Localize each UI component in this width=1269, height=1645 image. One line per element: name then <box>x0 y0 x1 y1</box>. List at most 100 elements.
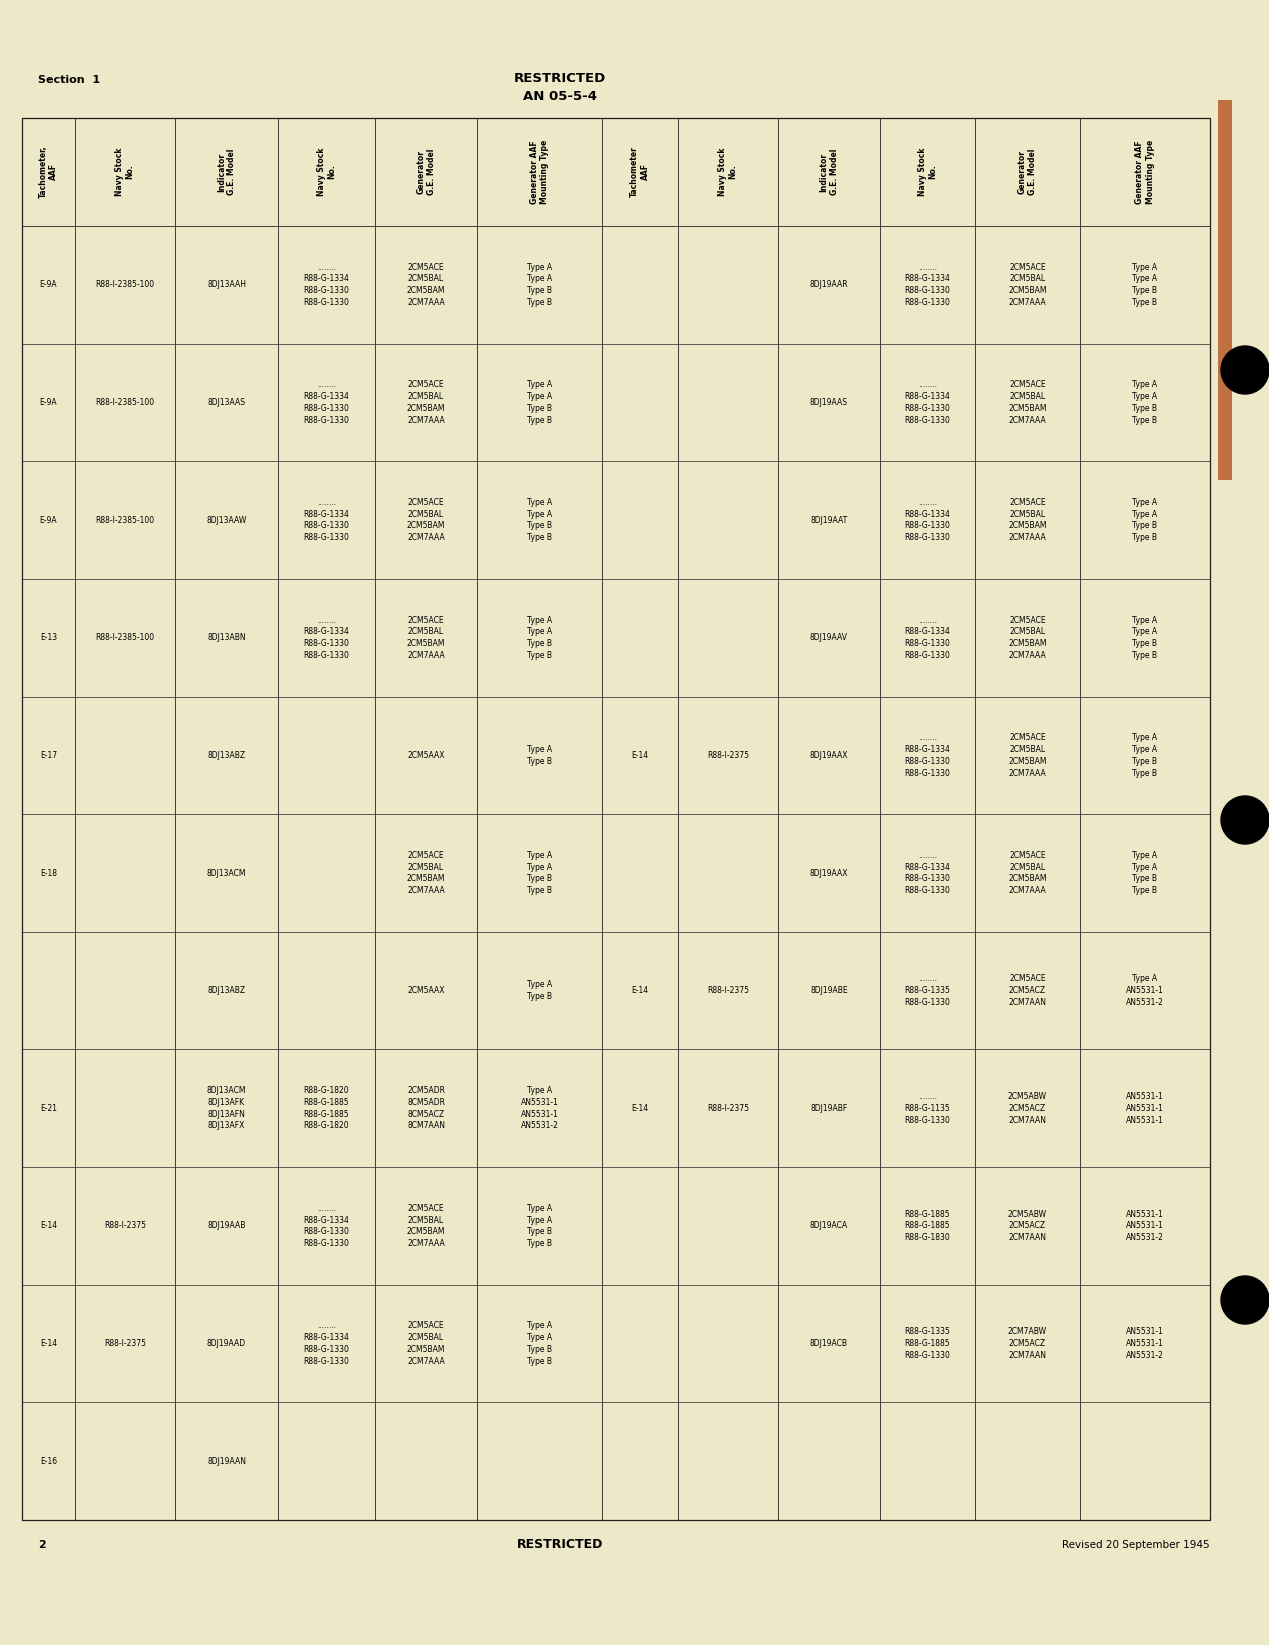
Text: R88-I-2375: R88-I-2375 <box>104 1221 146 1230</box>
Text: 8DJ13ABZ: 8DJ13ABZ <box>207 985 246 995</box>
Text: ........
R88-G-1334
R88-G-1330
R88-G-1330: ........ R88-G-1334 R88-G-1330 R88-G-133… <box>905 615 950 660</box>
Text: 2CM5AAX: 2CM5AAX <box>407 985 444 995</box>
Text: E-14: E-14 <box>39 1339 57 1347</box>
Text: 8DJ13ACM
8DJ13AFK
8DJ13AFN
8DJ13AFX: 8DJ13ACM 8DJ13AFK 8DJ13AFN 8DJ13AFX <box>207 1086 246 1130</box>
Text: R88-I-2375: R88-I-2375 <box>707 1104 749 1112</box>
Text: E-16: E-16 <box>39 1457 57 1466</box>
Text: 2CM5ACE
2CM5BAL
2CM5BAM
2CM7AAA: 2CM5ACE 2CM5BAL 2CM5BAM 2CM7AAA <box>407 1204 445 1249</box>
Text: 2CM5ABW
2CM5ACZ
2CM7AAN: 2CM5ABW 2CM5ACZ 2CM7AAN <box>1008 1209 1047 1242</box>
Bar <box>1218 100 1232 480</box>
Text: R88-I-2385-100: R88-I-2385-100 <box>95 633 155 642</box>
Text: R88-G-1885
R88-G-1885
R88-G-1830: R88-G-1885 R88-G-1885 R88-G-1830 <box>905 1209 950 1242</box>
Text: E-14: E-14 <box>632 985 648 995</box>
Text: 8DJ13AAS: 8DJ13AAS <box>208 398 245 406</box>
Text: E-9A: E-9A <box>39 398 57 406</box>
Text: R88-I-2385-100: R88-I-2385-100 <box>95 398 155 406</box>
Text: E-9A: E-9A <box>39 515 57 525</box>
Text: ........
R88-G-1334
R88-G-1330
R88-G-1330: ........ R88-G-1334 R88-G-1330 R88-G-133… <box>905 380 950 424</box>
Text: Type A
Type A
Type B
Type B: Type A Type A Type B Type B <box>527 263 552 308</box>
Text: Type A
Type A
Type B
Type B: Type A Type A Type B Type B <box>1132 380 1157 424</box>
Text: R88-I-2375: R88-I-2375 <box>707 750 749 760</box>
Text: ........
R88-G-1334
R88-G-1330
R88-G-1330: ........ R88-G-1334 R88-G-1330 R88-G-133… <box>303 263 349 308</box>
Text: 2CM5ACE
2CM5BAL
2CM5BAM
2CM7AAA: 2CM5ACE 2CM5BAL 2CM5BAM 2CM7AAA <box>407 380 445 424</box>
Text: Type A
Type A
Type B
Type B: Type A Type A Type B Type B <box>1132 734 1157 778</box>
Text: RESTRICTED: RESTRICTED <box>514 71 607 84</box>
Text: ........
R88-G-1334
R88-G-1330
R88-G-1330: ........ R88-G-1334 R88-G-1330 R88-G-133… <box>303 498 349 543</box>
Text: Generator AAF
Mounting Type: Generator AAF Mounting Type <box>529 140 549 204</box>
Text: Type A
Type A
Type B
Type B: Type A Type A Type B Type B <box>527 1204 552 1249</box>
Text: 8DJ13ACM: 8DJ13ACM <box>207 869 246 877</box>
Text: R88-I-2375: R88-I-2375 <box>707 985 749 995</box>
Text: Indicator
G.E. Model: Indicator G.E. Model <box>820 148 839 196</box>
Text: Type A
Type A
Type B
Type B: Type A Type A Type B Type B <box>527 1321 552 1365</box>
Text: 8DJ19AAX: 8DJ19AAX <box>810 750 848 760</box>
Text: R88-I-2375: R88-I-2375 <box>104 1339 146 1347</box>
Text: Indicator
G.E. Model: Indicator G.E. Model <box>217 148 236 196</box>
Text: ........
R88-G-1334
R88-G-1330
R88-G-1330: ........ R88-G-1334 R88-G-1330 R88-G-133… <box>303 1204 349 1249</box>
Text: 2CM5ADR
8CM5ADR
8CM5ACZ
8CM7AAN: 2CM5ADR 8CM5ADR 8CM5ACZ 8CM7AAN <box>407 1086 445 1130</box>
Text: Navy Stock
No.: Navy Stock No. <box>115 148 135 196</box>
Text: ........
R88-G-1334
R88-G-1330
R88-G-1330: ........ R88-G-1334 R88-G-1330 R88-G-133… <box>905 498 950 543</box>
Text: AN5531-1
AN5531-1
AN5531-2: AN5531-1 AN5531-1 AN5531-2 <box>1126 1209 1164 1242</box>
Text: ........
R88-G-1335
R88-G-1330: ........ R88-G-1335 R88-G-1330 <box>905 974 950 1007</box>
Text: 8DJ19AAX: 8DJ19AAX <box>810 869 848 877</box>
Text: Type A
Type B: Type A Type B <box>527 745 552 767</box>
Text: 2CM5ACE
2CM5BAL
2CM5BAM
2CM7AAA: 2CM5ACE 2CM5BAL 2CM5BAM 2CM7AAA <box>1009 498 1047 543</box>
Text: Section  1: Section 1 <box>38 76 100 86</box>
Text: ........
R88-G-1334
R88-G-1330
R88-G-1330: ........ R88-G-1334 R88-G-1330 R88-G-133… <box>303 380 349 424</box>
Text: 2CM5ACE
2CM5BAL
2CM5BAM
2CM7AAA: 2CM5ACE 2CM5BAL 2CM5BAM 2CM7AAA <box>407 263 445 308</box>
Text: ........
R88-G-1334
R88-G-1330
R88-G-1330: ........ R88-G-1334 R88-G-1330 R88-G-133… <box>303 615 349 660</box>
Text: R88-G-1335
R88-G-1885
R88-G-1330: R88-G-1335 R88-G-1885 R88-G-1330 <box>905 1328 950 1360</box>
Text: Type A
Type B: Type A Type B <box>527 980 552 1002</box>
Text: 8DJ19AAD: 8DJ19AAD <box>207 1339 246 1347</box>
Text: 2CM7ABW
2CM5ACZ
2CM7AAN: 2CM7ABW 2CM5ACZ 2CM7AAN <box>1008 1328 1047 1360</box>
Text: Type A
Type A
Type B
Type B: Type A Type A Type B Type B <box>1132 850 1157 895</box>
Text: Type A
AN5531-1
AN5531-1
AN5531-2: Type A AN5531-1 AN5531-1 AN5531-2 <box>520 1086 558 1130</box>
Text: 2CM5ACE
2CM5BAL
2CM5BAM
2CM7AAA: 2CM5ACE 2CM5BAL 2CM5BAM 2CM7AAA <box>407 850 445 895</box>
Text: E-14: E-14 <box>632 750 648 760</box>
Text: 8DJ19AAT: 8DJ19AAT <box>811 515 848 525</box>
Text: Type A
Type A
Type B
Type B: Type A Type A Type B Type B <box>1132 615 1157 660</box>
Text: Revised 20 September 1945: Revised 20 September 1945 <box>1062 1540 1211 1550</box>
Text: 2CM5AAX: 2CM5AAX <box>407 750 444 760</box>
Text: 8DJ13ABN: 8DJ13ABN <box>207 633 246 642</box>
Text: 8DJ19ABE: 8DJ19ABE <box>810 985 848 995</box>
Text: RESTRICTED: RESTRICTED <box>516 1538 603 1551</box>
Circle shape <box>1221 345 1269 395</box>
Text: 2CM5ACE
2CM5BAL
2CM5BAM
2CM7AAA: 2CM5ACE 2CM5BAL 2CM5BAM 2CM7AAA <box>1009 734 1047 778</box>
Text: R88-G-1820
R88-G-1885
R88-G-1885
R88-G-1820: R88-G-1820 R88-G-1885 R88-G-1885 R88-G-1… <box>303 1086 349 1130</box>
Text: 8DJ13AAH: 8DJ13AAH <box>207 280 246 290</box>
Text: Type A
Type A
Type B
Type B: Type A Type A Type B Type B <box>527 498 552 543</box>
Text: E-13: E-13 <box>39 633 57 642</box>
Text: 8DJ19ABF: 8DJ19ABF <box>811 1104 848 1112</box>
Text: Tachometer,
AAF: Tachometer, AAF <box>39 146 58 199</box>
Text: Type A
Type A
Type B
Type B: Type A Type A Type B Type B <box>527 380 552 424</box>
Text: 8DJ13AAW: 8DJ13AAW <box>207 515 246 525</box>
Text: 8DJ19AAR: 8DJ19AAR <box>810 280 848 290</box>
Text: Type A
Type A
Type B
Type B: Type A Type A Type B Type B <box>1132 498 1157 543</box>
Text: 8DJ13ABZ: 8DJ13ABZ <box>207 750 246 760</box>
Text: 2CM5ACE
2CM5BAL
2CM5BAM
2CM7AAA: 2CM5ACE 2CM5BAL 2CM5BAM 2CM7AAA <box>407 498 445 543</box>
Text: E-14: E-14 <box>632 1104 648 1112</box>
Text: Type A
Type A
Type B
Type B: Type A Type A Type B Type B <box>1132 263 1157 308</box>
Text: R88-I-2385-100: R88-I-2385-100 <box>95 280 155 290</box>
Text: Navy Stock
No.: Navy Stock No. <box>317 148 336 196</box>
Circle shape <box>1221 1277 1269 1324</box>
Text: 8DJ19AAS: 8DJ19AAS <box>810 398 848 406</box>
Text: 8DJ19ACA: 8DJ19ACA <box>810 1221 848 1230</box>
Text: AN 05-5-4: AN 05-5-4 <box>523 90 596 104</box>
Text: 2CM5ACE
2CM5ACZ
2CM7AAN: 2CM5ACE 2CM5ACZ 2CM7AAN <box>1009 974 1047 1007</box>
Text: 2CM5ACE
2CM5BAL
2CM5BAM
2CM7AAA: 2CM5ACE 2CM5BAL 2CM5BAM 2CM7AAA <box>407 1321 445 1365</box>
Text: Type A
Type A
Type B
Type B: Type A Type A Type B Type B <box>527 615 552 660</box>
Text: Navy Stock
No.: Navy Stock No. <box>718 148 737 196</box>
Text: E-9A: E-9A <box>39 280 57 290</box>
Text: Navy Stock
No.: Navy Stock No. <box>917 148 938 196</box>
Text: AN5531-1
AN5531-1
AN5531-2: AN5531-1 AN5531-1 AN5531-2 <box>1126 1328 1164 1360</box>
Text: 2CM5ACE
2CM5BAL
2CM5BAM
2CM7AAA: 2CM5ACE 2CM5BAL 2CM5BAM 2CM7AAA <box>1009 380 1047 424</box>
Text: E-18: E-18 <box>41 869 57 877</box>
Text: 2CM5ACE
2CM5BAL
2CM5BAM
2CM7AAA: 2CM5ACE 2CM5BAL 2CM5BAM 2CM7AAA <box>1009 263 1047 308</box>
Text: Type A
AN5531-1
AN5531-2: Type A AN5531-1 AN5531-2 <box>1126 974 1164 1007</box>
Text: 8DJ19AAB: 8DJ19AAB <box>207 1221 246 1230</box>
Text: 8DJ19AAN: 8DJ19AAN <box>207 1457 246 1466</box>
Text: ........
R88-G-1334
R88-G-1330
R88-G-1330: ........ R88-G-1334 R88-G-1330 R88-G-133… <box>905 263 950 308</box>
